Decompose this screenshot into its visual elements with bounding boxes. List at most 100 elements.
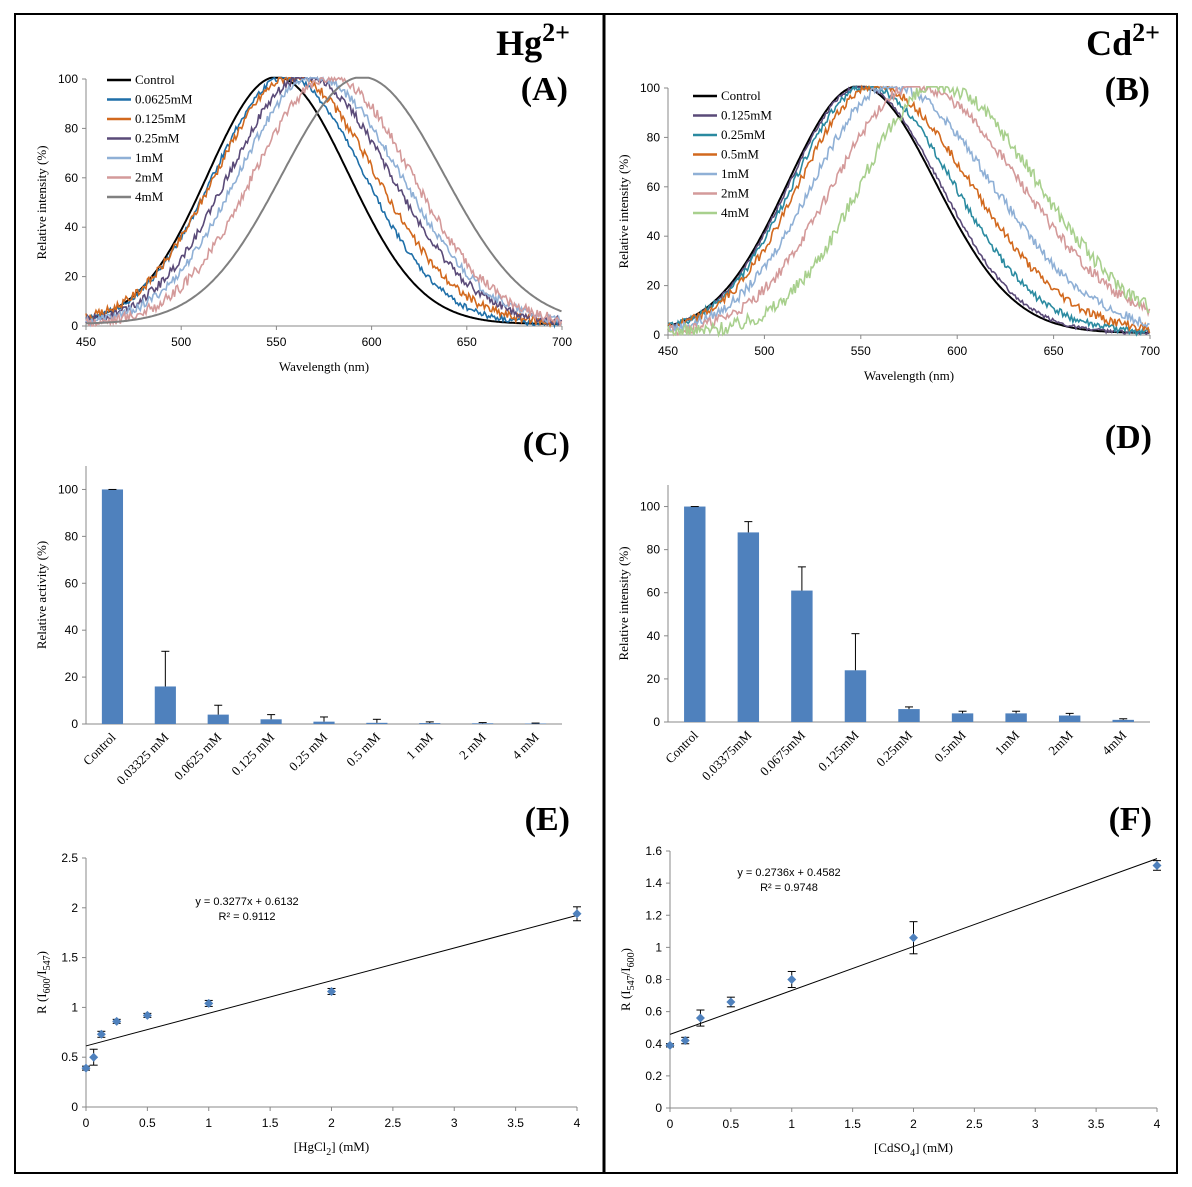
- y-tick-label: 40: [65, 220, 79, 234]
- x-label-part: 4: [910, 1148, 915, 1159]
- series-line-4mM: [667, 85, 1150, 338]
- x-tick-label: 3.5: [1088, 1117, 1105, 1131]
- bar-0.125mM: [844, 670, 867, 722]
- x-tick-label: 0: [667, 1117, 674, 1131]
- x-tick-label: 450: [76, 335, 96, 349]
- y-tick-label: 0.5: [61, 1050, 78, 1064]
- y-tick-label: 40: [647, 229, 661, 243]
- y-axis-label: Relative intensity (%): [616, 546, 631, 660]
- legend-entry: 0.5mM: [721, 147, 759, 162]
- data-point: [81, 1063, 91, 1073]
- ion-header-A: Hg2+: [496, 18, 570, 63]
- panel-label-A: (A): [521, 71, 568, 108]
- fit-r-squared: R² = 0.9112: [219, 911, 276, 923]
- y-tick-label: 0.6: [645, 1005, 662, 1019]
- x-tick-label: 1.5: [262, 1116, 279, 1130]
- legend-entry: 1mM: [721, 166, 750, 181]
- data-point: [680, 1036, 690, 1046]
- x-axis-label: Wavelength (nm): [864, 368, 954, 383]
- x-axis-label: [HgCl2] (mM): [294, 1139, 369, 1158]
- data-point: [96, 1029, 106, 1039]
- ion-charge: 2+: [542, 18, 570, 47]
- y-tick-label: 80: [647, 543, 661, 557]
- chart-B: (B) Cd2+ 0 20 40 60 80 100 450 500 550 600 650 700 Wav…: [616, 18, 1160, 383]
- y-tick-label: 80: [65, 121, 79, 135]
- y-tick-label: 0.2: [645, 1069, 662, 1083]
- bar-0.03325 mM: [154, 686, 176, 724]
- bar-2 mM: [472, 723, 494, 724]
- y-tick-label: 0.4: [645, 1037, 662, 1051]
- y-tick-label: 2: [71, 901, 78, 915]
- x-axis-label: [CdSO4] (mM): [874, 1140, 953, 1159]
- legend-entry: 2mM: [135, 170, 164, 185]
- x-tick-label: 700: [1140, 344, 1160, 358]
- y-tick-label: 0: [653, 328, 660, 342]
- y-tick-label: 1.2: [645, 908, 662, 922]
- x-tick-label: 500: [754, 344, 774, 358]
- series-line-0.125mM: [85, 76, 563, 329]
- y-tick-label: 100: [640, 500, 660, 514]
- bar-0.0625 mM: [207, 714, 229, 724]
- y-tick-label: 1.4: [645, 876, 662, 890]
- series-line-4mM: [85, 76, 562, 325]
- x-tick-label: 4: [1154, 1117, 1161, 1131]
- legend-entry: 0.125mM: [721, 108, 772, 123]
- data-point: [142, 1010, 152, 1020]
- panel-label-E: (E): [525, 801, 570, 838]
- x-tick-label: 0.5: [139, 1116, 156, 1130]
- y-tick-label: 1.5: [61, 951, 78, 965]
- trendline: [85, 914, 578, 1047]
- y-tick-label: 0: [653, 715, 660, 729]
- bar-0.5 mM: [366, 722, 388, 724]
- y-label-part: 547: [42, 955, 53, 970]
- y-tick-label: 100: [640, 81, 660, 95]
- bar-2mM: [1058, 715, 1081, 722]
- x-label-part: 2: [326, 1147, 331, 1158]
- x-tick-label: 3: [451, 1116, 458, 1130]
- y-label-part: /I: [34, 970, 49, 978]
- legend-entry: 1mM: [135, 150, 164, 165]
- y-tick-label: 40: [647, 629, 661, 643]
- data-point: [787, 975, 797, 984]
- data-point: [327, 986, 336, 996]
- legend-entry: 0.125mM: [135, 111, 186, 126]
- x-tick-label: 3: [1032, 1117, 1039, 1131]
- y-tick-label: 0: [71, 717, 78, 731]
- bar-Control: [101, 489, 124, 724]
- data-point: [112, 1016, 122, 1026]
- series-line-0.25mM: [85, 76, 563, 327]
- ion-symbol: Hg: [496, 23, 542, 63]
- legend-entry: 0.25mM: [721, 127, 766, 142]
- x-tick-label: 3.5: [507, 1116, 524, 1130]
- y-tick-label: 20: [647, 279, 661, 293]
- fit-r-squared: R² = 0.9748: [760, 882, 818, 894]
- bar-0.03375mM: [737, 532, 760, 722]
- x-tick-label: 600: [362, 335, 382, 349]
- y-label-part: R (I: [34, 993, 49, 1014]
- data-point: [665, 1040, 675, 1050]
- x-tick-label: 1.5: [844, 1117, 861, 1131]
- panel-label-B: (B): [1105, 71, 1150, 108]
- y-axis-label: R (I600/I547): [34, 951, 53, 1014]
- y-tick-label: 20: [65, 270, 79, 284]
- x-tick-label: 2.5: [385, 1116, 402, 1130]
- x-label-part: ] (mM): [915, 1140, 953, 1155]
- panel-label-D: (D): [1105, 419, 1152, 456]
- y-tick-label: 2.5: [61, 851, 78, 865]
- y-axis-label: R (I547/I600): [618, 948, 637, 1011]
- y-tick-label: 80: [65, 529, 79, 543]
- x-label-part: [HgCl: [294, 1139, 327, 1154]
- y-label-part: 600: [626, 952, 637, 967]
- series-line-0.125mM: [667, 85, 1151, 336]
- chart-F: (F) 0 0.2 0.4 0.6 0.8 1 1.2 1.4 1.6 0 0.5 1 1.5 2 2.5 3 3…: [618, 801, 1162, 1159]
- x-tick-label: 700: [552, 335, 572, 349]
- x-tick-label: 450: [658, 344, 678, 358]
- x-tick-label: 1: [205, 1116, 212, 1130]
- bar-0.25mM: [898, 709, 920, 722]
- bar-0.0675mM: [791, 590, 813, 722]
- data-point: [89, 1052, 99, 1062]
- bar-0.25 mM: [313, 721, 335, 724]
- legend-entry: 4mM: [135, 189, 164, 204]
- y-tick-label: 0: [655, 1101, 662, 1115]
- legend-entry: 0.25mM: [135, 131, 180, 146]
